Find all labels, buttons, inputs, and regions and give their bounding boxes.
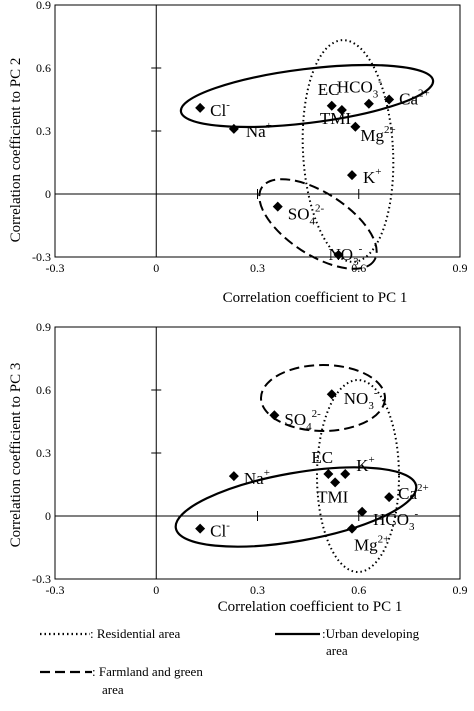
panel-pc1-pc3: -0.3 0 0.3 0.6 0.9 -0.3 0 0.3 0.6 0.9 Cl- Na+ EC TMI… xyxy=(8,320,468,615)
data-point-so xyxy=(272,201,283,212)
point-label-na: Na+ xyxy=(246,120,272,141)
data-point-no xyxy=(333,249,344,260)
points xyxy=(195,94,395,260)
data-point-tmi xyxy=(330,477,341,488)
legend-urban-label-line2: area xyxy=(326,643,348,658)
x-tick-label: -0.3 xyxy=(46,583,65,597)
plot-frame xyxy=(54,4,461,258)
residential-ellipse xyxy=(301,39,395,263)
axes xyxy=(55,5,460,257)
data-point-mg xyxy=(350,121,361,132)
point-label-so: SO42- xyxy=(284,408,321,433)
data-point-ca xyxy=(384,94,395,105)
data-point-k xyxy=(347,170,357,181)
tick-labels: -0.3 0 0.3 0.6 0.9 -0.3 0 0.3 0.6 0.9 xyxy=(32,0,468,275)
farmland-ellipse xyxy=(258,178,378,270)
point-label-ca: Ca2+ xyxy=(399,88,430,109)
plot-frame xyxy=(54,326,461,580)
ellipse-urban xyxy=(174,466,418,548)
data-point-na xyxy=(228,471,239,482)
data-point-tmi xyxy=(336,105,347,115)
urban-developing-ellipse xyxy=(174,466,418,548)
data-point-no xyxy=(326,389,337,400)
data-point-ec xyxy=(323,469,334,479)
ellipse-farmland xyxy=(258,178,378,270)
ellipse-residential xyxy=(316,379,400,573)
legend: : Residential area :Urban developing are… xyxy=(40,626,420,697)
point-label-ca: Ca2+ xyxy=(398,482,429,503)
point-label-no: NO3- xyxy=(329,243,363,268)
point-label-mg: Mg2+ xyxy=(360,124,395,145)
data-point-na xyxy=(228,123,239,134)
data-point-hco xyxy=(357,506,368,517)
point-label-tmi: TMI xyxy=(317,487,349,506)
y-tick-label: 0 xyxy=(45,509,51,523)
point-label-na: Na+ xyxy=(244,467,270,488)
data-point-mg xyxy=(347,523,357,534)
x-tick-label: 0.3 xyxy=(250,583,265,597)
y-tick-label: 0.6 xyxy=(36,383,51,397)
tick-labels: -0.3 0 0.3 0.6 0.9 -0.3 0 0.3 0.6 0.9 xyxy=(32,320,468,597)
data-point-k xyxy=(340,469,351,479)
point-label-mg: Mg2+ xyxy=(354,534,389,555)
y-axis-label: Correlation coefficient to PC 2 xyxy=(8,58,24,243)
x-axis-label: Correlation coefficient to PC 1 xyxy=(218,599,403,615)
x-tick-label: 0.6 xyxy=(351,261,366,275)
ellipse-farmland xyxy=(260,364,386,432)
x-tick-label: 0.9 xyxy=(453,583,468,597)
x-tick-label: -0.3 xyxy=(46,261,65,275)
y-tick-label: -0.3 xyxy=(32,572,51,586)
x-tick-label: 0 xyxy=(153,583,159,597)
point-label-tmi: TMI xyxy=(320,109,352,128)
y-tick-label: 0 xyxy=(45,187,51,201)
y-tick-label: 0.6 xyxy=(36,61,51,75)
data-point-ca xyxy=(384,492,395,503)
point-label-no: NO3- xyxy=(344,387,378,412)
legend-residential-label: : Residential area xyxy=(90,626,180,641)
data-point-hco xyxy=(363,98,374,109)
x-tick-label: 0.3 xyxy=(250,261,265,275)
y-tick-label: 0.3 xyxy=(36,446,51,460)
y-tick-label: 0.9 xyxy=(36,0,51,12)
point-label-k: K+ xyxy=(356,454,375,475)
x-tick-label: 0 xyxy=(153,261,159,275)
point-label-ec: EC xyxy=(311,448,333,467)
panel-pc1-pc2: -0.3 0 0.3 0.6 0.9 -0.3 0 0.3 0.6 0.9 Cl- Na+ EC TMI… xyxy=(8,0,468,306)
data-point-cl xyxy=(195,102,206,113)
point-labels: Cl- Na+ EC TMI HCO3- Ca2+Mg2+ K+ SO42-NO3- xyxy=(210,76,430,268)
data-point-ec xyxy=(326,100,337,111)
ellipse-residential xyxy=(301,39,395,263)
y-tick-label: 0.9 xyxy=(36,320,51,334)
legend-farmland-label-line2: area xyxy=(102,682,124,697)
x-tick-label: 0.9 xyxy=(453,261,468,275)
axes xyxy=(55,327,460,579)
point-label-hco: HCO3- xyxy=(337,76,382,101)
y-axis-label: Correlation coefficient to PC 3 xyxy=(8,363,24,548)
legend-urban-label-line1: :Urban developing xyxy=(322,626,420,641)
residential-ellipse xyxy=(316,379,400,573)
point-labels: Cl- Na+ EC TMI K+ Ca2+ HCO3-Mg2+ SO42- NO3- xyxy=(210,387,429,554)
legend-farmland-label-line1: : Farmland and green xyxy=(92,664,203,679)
point-label-cl: Cl- xyxy=(210,520,230,541)
y-tick-label: -0.3 xyxy=(32,250,51,264)
point-label-ec: EC xyxy=(318,80,340,99)
x-tick-label: 0.6 xyxy=(351,583,366,597)
urban-developing-ellipse xyxy=(179,63,435,129)
y-tick-label: 0.3 xyxy=(36,124,51,138)
point-label-so: SO42- xyxy=(288,203,325,228)
x-axis-label: Correlation coefficient to PC 1 xyxy=(223,290,408,306)
farmland-ellipse xyxy=(260,364,386,432)
point-label-hco: HCO3- xyxy=(373,508,418,533)
ellipse-urban xyxy=(179,63,435,129)
point-label-cl: Cl- xyxy=(210,99,230,120)
data-point-so xyxy=(269,410,280,421)
points xyxy=(195,389,395,534)
data-point-cl xyxy=(195,523,206,534)
point-label-k: K+ xyxy=(363,166,382,187)
